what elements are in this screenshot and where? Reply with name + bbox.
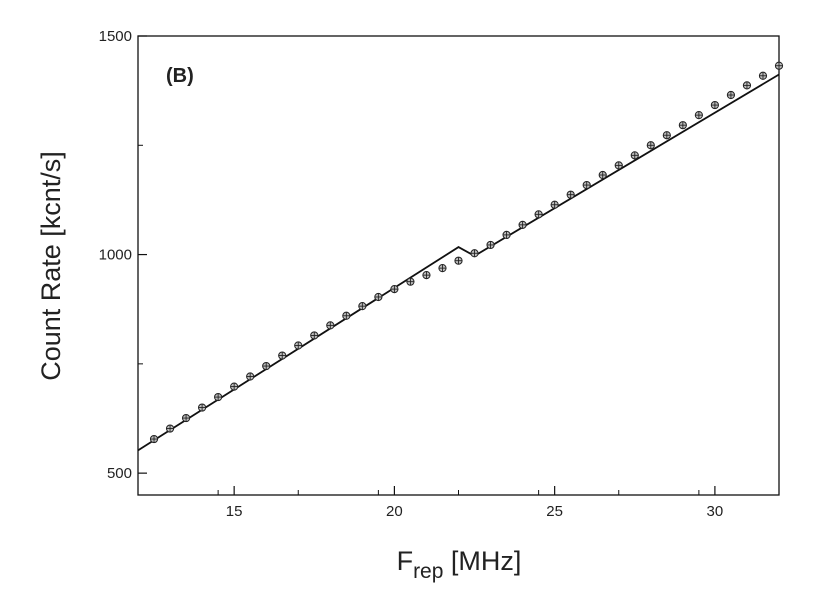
data-point	[518, 220, 527, 229]
data-point	[310, 331, 319, 340]
data-point	[710, 100, 720, 110]
data-point	[614, 161, 623, 170]
data-point	[582, 180, 591, 190]
data-point	[694, 111, 703, 120]
data-point	[758, 71, 768, 80]
x-axis-title: Frep [MHz]	[397, 546, 522, 583]
y-tick-label: 1000	[99, 247, 132, 264]
data-point	[390, 285, 399, 294]
data-point	[246, 372, 255, 381]
panel-label: (B)	[166, 65, 194, 87]
y-tick-label: 500	[107, 465, 132, 482]
data-points-group	[149, 61, 784, 444]
data-point	[230, 382, 239, 391]
data-point	[566, 190, 575, 199]
data-point	[646, 141, 655, 150]
data-point	[662, 131, 671, 140]
data-point	[149, 434, 159, 444]
x-tick-label: 15	[226, 503, 243, 520]
data-point	[678, 121, 687, 130]
data-point	[358, 302, 367, 311]
data-point	[262, 361, 271, 371]
data-point	[486, 240, 495, 250]
x-axis-title-unit: [MHz]	[443, 546, 521, 576]
data-point	[454, 256, 463, 265]
x-axis-title-sub: rep	[413, 560, 443, 583]
plot-frame	[137, 35, 780, 496]
data-point	[438, 264, 447, 273]
data-point	[374, 292, 383, 302]
data-point	[165, 424, 175, 433]
x-tick-label: 30	[707, 503, 724, 520]
data-point	[422, 271, 431, 280]
y-tick-label: 1500	[99, 28, 132, 45]
data-point	[214, 392, 223, 402]
data-point	[630, 151, 639, 160]
data-point	[598, 170, 607, 180]
x-axis-title-main: F	[397, 546, 414, 576]
data-point	[406, 277, 415, 286]
data-point	[470, 249, 479, 258]
data-point	[294, 341, 303, 350]
data-point	[726, 90, 736, 100]
data-point	[342, 311, 351, 320]
data-point	[326, 321, 335, 330]
x-tick-label: 25	[546, 503, 563, 520]
data-point	[534, 210, 543, 219]
data-point	[278, 351, 287, 360]
axis-ticks	[137, 35, 780, 495]
x-tick-label: 20	[386, 503, 403, 520]
data-point	[774, 61, 784, 70]
data-point	[181, 413, 191, 423]
data-point	[742, 81, 752, 90]
tick-labels: 15 20 25 30 500 1000 1500	[99, 28, 724, 520]
data-point	[198, 403, 207, 412]
data-point	[550, 200, 559, 209]
data-point	[502, 230, 511, 239]
y-axis-title: Count Rate [kcnt/s]	[36, 151, 66, 381]
